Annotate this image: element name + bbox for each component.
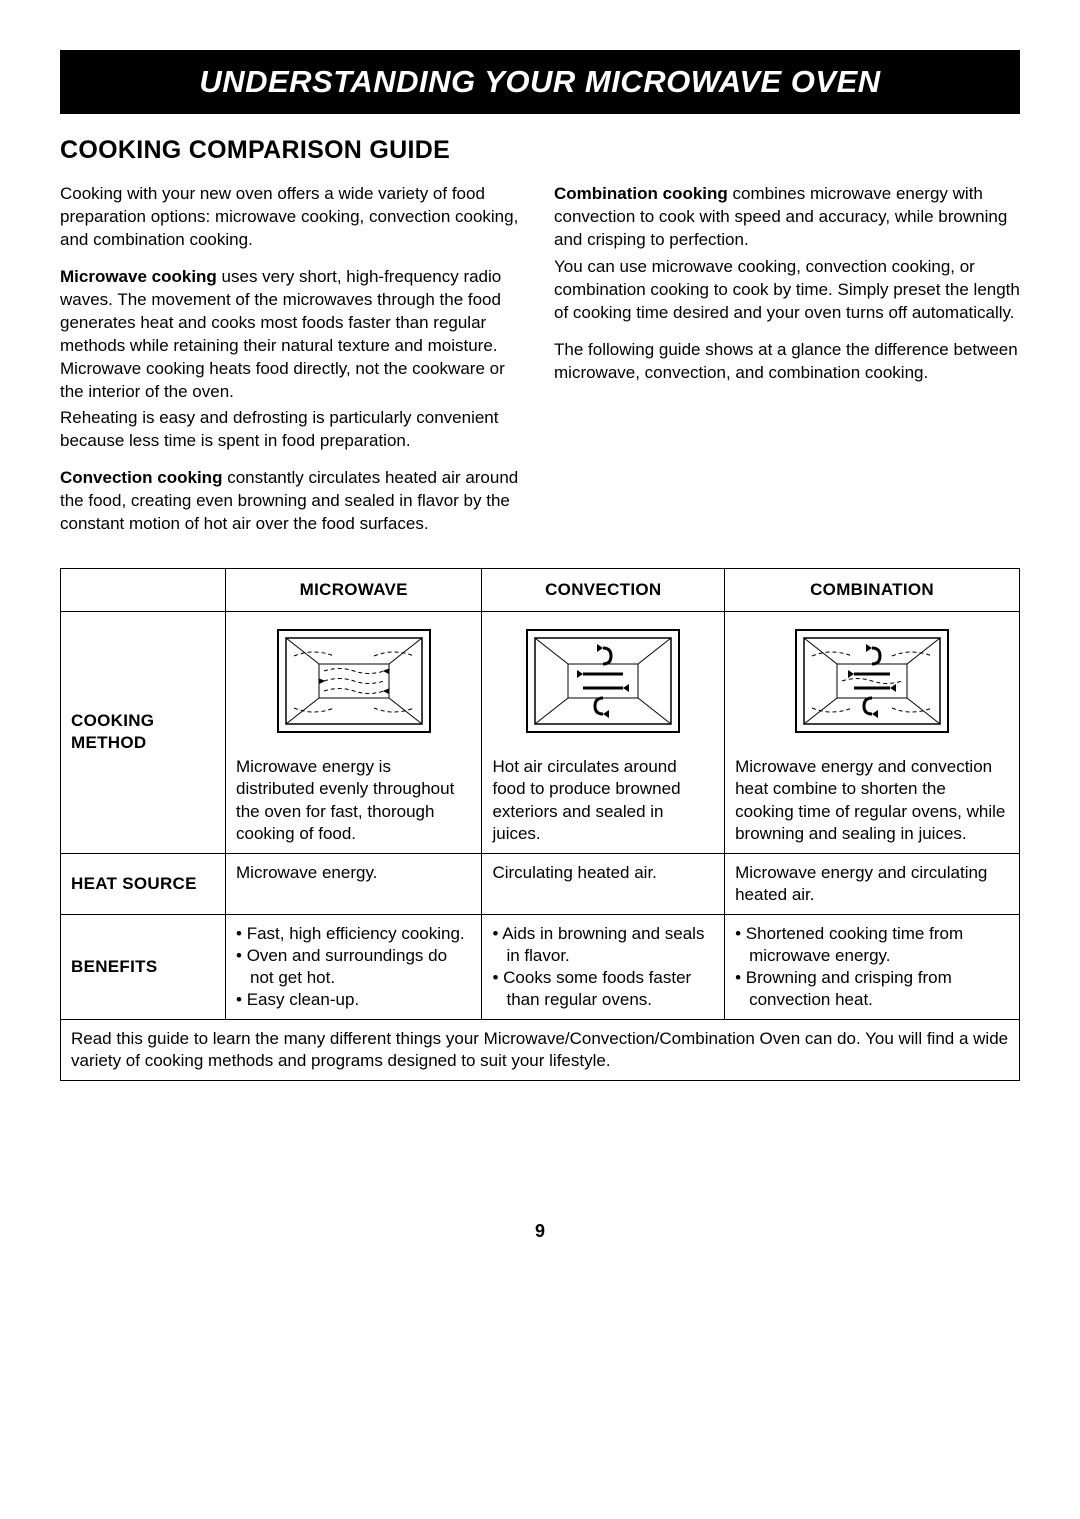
table-footer-row: Read this guide to learn the many differ… xyxy=(61,1020,1020,1081)
intro-left-p1: Cooking with your new oven offers a wide… xyxy=(60,183,526,252)
cell-method-combination: Microwave energy and convection heat com… xyxy=(725,612,1020,853)
section-subtitle: COOKING COMPARISON GUIDE xyxy=(60,136,1020,165)
list-item: Cooks some foods faster than regular ove… xyxy=(492,967,714,1011)
table-row-method: COOKING METHOD xyxy=(61,612,1020,853)
table-footer-text: Read this guide to learn the many differ… xyxy=(61,1020,1020,1081)
list-item: Shortened cooking time from microwave en… xyxy=(735,923,1009,967)
comparison-table: MICROWAVE CONVECTION COMBINATION COOKING… xyxy=(60,568,1020,1081)
intro-left-p2: Microwave cooking uses very short, high-… xyxy=(60,266,526,404)
page-title: UNDERSTANDING YOUR MICROWAVE OVEN xyxy=(199,64,880,99)
table-corner-cell xyxy=(61,569,226,612)
intro-columns: Cooking with your new oven offers a wide… xyxy=(60,183,1020,540)
method-combination-text: Microwave energy and convection heat com… xyxy=(735,757,1005,842)
microwave-method-icon xyxy=(274,626,434,736)
col-header-convection: CONVECTION xyxy=(482,569,725,612)
cell-benefits-microwave: Fast, high efficiency cooking. Oven and … xyxy=(226,914,482,1019)
list-item: Easy clean-up. xyxy=(236,989,471,1011)
page-number: 9 xyxy=(60,1221,1020,1242)
intro-left-column: Cooking with your new oven offers a wide… xyxy=(60,183,526,540)
method-convection-text: Hot air circulates around food to produc… xyxy=(492,757,680,842)
list-item: Browning and crisping from convection he… xyxy=(735,967,1009,1011)
intro-right-p1: Combination cooking combines microwave e… xyxy=(554,183,1020,252)
row-header-benefits: BENEFITS xyxy=(61,914,226,1019)
list-item: Fast, high efficiency cooking. xyxy=(236,923,471,945)
col-header-microwave: MICROWAVE xyxy=(226,569,482,612)
table-row-heat-source: HEAT SOURCE Microwave energy. Circulatin… xyxy=(61,853,1020,914)
combination-method-icon xyxy=(792,626,952,736)
cell-heat-combination: Microwave energy and circulating heated … xyxy=(725,853,1020,914)
table-row-benefits: BENEFITS Fast, high efficiency cooking. … xyxy=(61,914,1020,1019)
intro-right-column: Combination cooking combines microwave e… xyxy=(554,183,1020,540)
intro-left-p4: Convection cooking constantly circulates… xyxy=(60,467,526,536)
intro-right-p2: You can use microwave cooking, convectio… xyxy=(554,256,1020,325)
cell-benefits-convection: Aids in browning and seals in flavor. Co… xyxy=(482,914,725,1019)
cell-heat-convection: Circulating heated air. xyxy=(482,853,725,914)
intro-right-p3: The following guide shows at a glance th… xyxy=(554,339,1020,385)
col-header-combination: COMBINATION xyxy=(725,569,1020,612)
cell-benefits-combination: Shortened cooking time from microwave en… xyxy=(725,914,1020,1019)
row-header-heat: HEAT SOURCE xyxy=(61,853,226,914)
cell-heat-microwave: Microwave energy. xyxy=(226,853,482,914)
cell-method-convection: Hot air circulates around food to produc… xyxy=(482,612,725,853)
page-title-bar: UNDERSTANDING YOUR MICROWAVE OVEN xyxy=(60,50,1020,114)
intro-left-p3: Reheating is easy and defrosting is part… xyxy=(60,407,526,453)
list-item: Aids in browning and seals in flavor. xyxy=(492,923,714,967)
row-header-method: COOKING METHOD xyxy=(61,612,226,853)
convection-method-icon xyxy=(523,626,683,736)
cell-method-microwave: Microwave energy is distributed evenly t… xyxy=(226,612,482,853)
list-item: Oven and surroundings do not get hot. xyxy=(236,945,471,989)
method-microwave-text: Microwave energy is distributed evenly t… xyxy=(236,757,454,842)
